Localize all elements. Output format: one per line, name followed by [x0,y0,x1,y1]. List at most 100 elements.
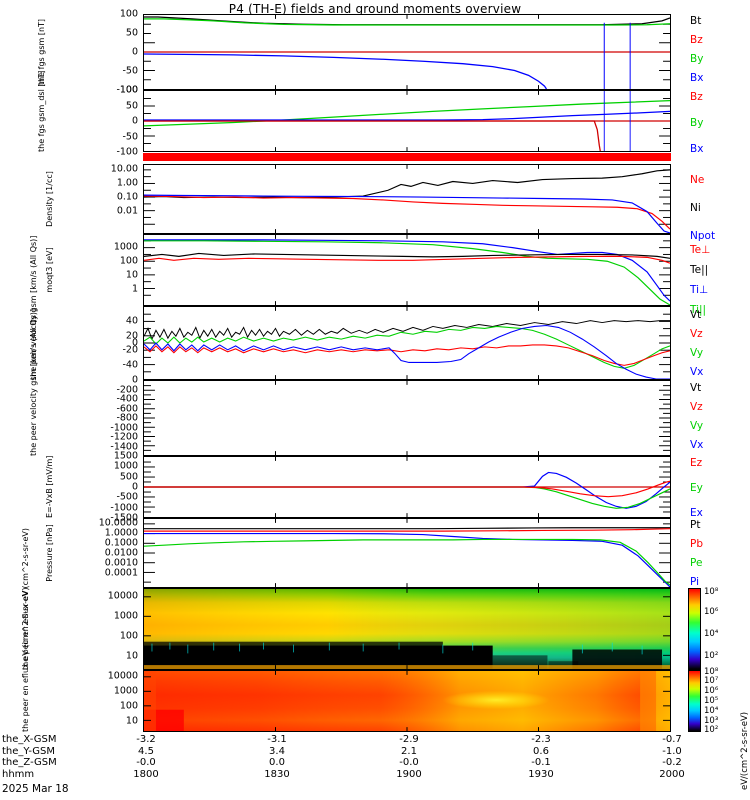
legend-item-ne: Ne [690,174,705,186]
tick-y-value: 4.5 [138,745,154,757]
panel-peer-velocity[interactable] [143,380,671,456]
panel-fgs-gsm-dsl-yticks: 100 50 0 -50 -100 [116,84,138,158]
legend-item-vx-e: Vx [690,439,704,451]
page-title: P4 (TH-E) fields and ground moments over… [228,2,522,16]
panel-density[interactable] [143,164,671,234]
legend-item-by: By [690,53,704,65]
legend-item-vz-i: Vz [690,328,703,340]
tick-z-value: -0.0 [136,757,156,768]
panel-peir-velocity-yticks: 40 20 0 -20 -40 [122,315,138,371]
legend-pressure: Pt Pb Pe Pi [690,520,703,588]
x-tick-1800: -3.2 4.5 -0.0 1800 [133,734,158,780]
tick-z-value: -0.1 [531,757,551,768]
legend-item-vy-e: Vy [690,420,704,432]
panel-temperature-label: moqt3 [eV] [45,247,54,293]
panel-efield-yticks: 1500 1000 500 0 -500 -1000 -1500 [110,450,138,524]
tick-x-value: -2.3 [531,734,551,745]
panel-fgs-gsm-yticks: 100 50 0 -50 -100 [116,8,138,96]
tick-y-value: -1.0 [662,745,682,757]
tick-x-value: -0.7 [662,734,682,745]
tick-x-value: -3.2 [136,734,156,745]
tick-y-value: 2.1 [401,745,417,757]
tick-time-value: 1830 [264,768,290,780]
legend-item-ex: Ex [690,507,703,519]
tick-z-value: -0.0 [399,757,419,768]
panel-efield-label: E=-VxB [mV/m] [45,455,54,518]
panel-fgs-gsm-dsl-label: the fgs gsm_dsl [nT] [37,70,46,152]
tick-time-value: 1900 [396,768,422,780]
legend-item-bx: Bx [690,72,704,84]
tick-z-value: -0.2 [662,757,682,768]
legend-item-bx-dsl: Bx [690,143,704,155]
peir-eflux-colorbar [688,588,701,670]
legend-item-by-dsl: By [690,117,704,129]
legend-item-te-perp: Te⊥ [690,244,711,256]
peer-colorbar-ticks: 10⁸ 10⁷ 10⁶ 10⁵ 10⁴ 10³ 10² [704,667,719,735]
legend-item-bz-dsl: Bz [690,91,703,103]
panel-efield[interactable] [143,456,671,518]
panel-peir-spectrogram-yticks: 10000 1000 100 10 [107,590,138,662]
x-tick-1930: -2.3 0.6 -0.1 1930 [528,734,553,780]
panel-peer-spectrogram-label: the peer en eflux eV (cm^2-s-sr-eV) [21,587,30,732]
legend-item-pi: Pi [690,576,700,588]
panel-pressure-label: Pressure [nPa] [45,524,54,582]
legend-peir-velocity: Vt Vz Vy Vx [690,310,703,378]
legend-item-npot: Npot [690,230,716,242]
panel-fgs-gsm[interactable] [143,14,671,90]
legend-item-vt-e: Vt [690,382,702,394]
panel-temperature[interactable] [143,234,671,306]
legend-item-ni: Ni [690,202,701,214]
x-label-hhmm: hhmm [2,768,35,780]
x-tick-1900: -2.9 2.1 -0.0 1900 [396,734,421,780]
panel-pressure[interactable] [143,518,671,588]
panel-density-label: Density [1/cc] [45,171,54,227]
legend-item-vy-i: Vy [690,347,704,359]
panel-temperature-yticks: 1000 100 10 1 [113,241,138,295]
tick-x-value: -2.9 [399,734,419,745]
legend-fgs-gsm: Bt Bz By Bx [690,16,703,84]
tick-x-value: -3.1 [267,734,287,745]
panel-peir-velocity[interactable] [143,306,671,380]
legend-item-pe: Pe [690,557,703,569]
x-label-x-gsm: the_X-GSM [2,734,57,745]
x-tick-2000: -0.7 -1.0 -0.2 2000 [659,734,684,780]
legend-density: Ne Ni Npot [690,175,715,242]
legend-item-bz: Bz [690,34,703,46]
legend-item-bt: Bt [690,15,702,27]
panel-peer-velocity-yticks: 0 -200 -400 -600 -800 -1000 -1200 -1400 [110,374,138,452]
tick-time-value: 2000 [659,768,685,780]
legend-item-vt-i: Vt [690,309,702,321]
legend-efield: Ez Ey Ex [690,458,703,519]
x-tick-1830: -3.1 3.4 0.0 1830 [264,734,289,780]
tick-y-value: 3.4 [269,745,285,757]
tick-time-value: 1800 [133,768,159,780]
panel-peer-spectrogram[interactable] [143,670,671,732]
legend-item-ti-perp: Ti⊥ [690,284,709,296]
legend-item-ey: Ey [690,482,703,494]
legend-item-vz-e: Vz [690,401,703,413]
x-label-z-gsm: the_Z-GSM [2,757,57,768]
legend-peer-velocity: Vt Vz Vy Vx [690,383,703,451]
panel-pressure-yticks: 10.0000 1.0000 0.1000 0.0100 0.0010 0.00… [98,517,138,579]
data-quality-band [143,153,671,161]
panel-density-yticks: 10.00 1.00 0.10 0.01 [110,163,138,217]
tick-time-value: 1930 [528,768,554,780]
panel-peer-velocity-label: the peer velocity gsm [km/s (All Qs)] [29,308,38,456]
panel-peer-spectrogram-yticks: 10000 1000 100 10 [107,670,138,727]
panel-peir-spectrogram[interactable] [143,588,671,670]
date-stamp: 2025 Mar 18 [2,783,69,795]
colorbar-unit-label: eV/(cm^2-s-sr-eV) [740,711,750,790]
x-axis-row-labels: the_X-GSM the_Y-GSM the_Z-GSM hhmm [2,734,57,780]
legend-temperature: Te⊥ Te|| Ti⊥ Ti|| [690,245,710,316]
legend-item-te-par: Te|| [690,264,709,276]
legend-item-pt: Pt [690,519,701,531]
peir-colorbar-ticks: 10⁸ 10⁶ 10⁴ 10² [704,587,719,661]
tick-y-value: 0.6 [533,745,549,757]
legend-item-vx-i: Vx [690,366,704,378]
x-label-y-gsm: the_Y-GSM [2,745,56,757]
legend-item-ez: Ez [690,457,703,469]
panel-fgs-gsm-dsl[interactable] [143,90,671,152]
tick-z-value: 0.0 [269,757,285,768]
legend-item-ti-par: Ti|| [690,304,707,316]
legend-item-pb: Pb [690,538,703,550]
